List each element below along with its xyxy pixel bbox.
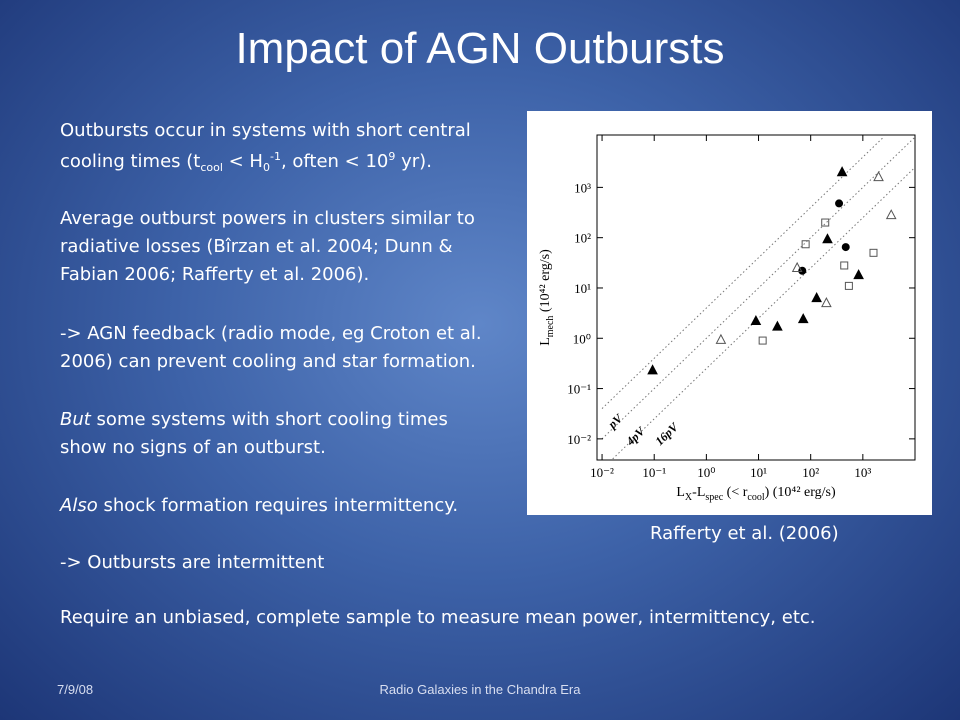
point <box>821 297 832 308</box>
point <box>811 291 822 303</box>
y-tick-label: 10¹ <box>574 281 591 296</box>
text-line: Average outburst powers in clusters simi… <box>60 208 475 229</box>
text-run: shock formation requires intermittency. <box>97 495 459 516</box>
x-tick-label: 10⁻¹ <box>642 465 666 480</box>
reference-label: pV <box>605 411 626 432</box>
text-line: show no signs of an outburst. <box>60 437 326 458</box>
label-part: L <box>676 485 685 500</box>
reference-label: 16pV <box>652 419 681 448</box>
text-run: cool <box>200 161 223 174</box>
label-sub: cool <box>747 492 764 503</box>
point <box>772 320 783 331</box>
point <box>853 269 864 280</box>
footer-date: 7/9/08 <box>57 682 94 697</box>
slide-title: Impact of AGN Outbursts <box>235 24 725 73</box>
x-tick-label: 10⁻² <box>590 465 614 480</box>
plot-frame <box>596 134 916 461</box>
y-tick-label: 10⁻² <box>567 432 591 447</box>
text-run: cooling times (t <box>60 151 201 172</box>
label-part: (< r <box>723 485 748 500</box>
x-tick-label: 10¹ <box>750 465 767 480</box>
text-run: < H <box>222 151 263 172</box>
text-run: , often < 10 <box>280 151 389 172</box>
text-line: Outbursts occur in systems with short ce… <box>60 120 471 141</box>
x-tick-label: 10² <box>802 465 819 480</box>
text-run: Also <box>60 495 98 516</box>
label-sub: spec <box>705 492 723 503</box>
point <box>715 333 727 344</box>
text-run: 9 <box>388 150 396 163</box>
point <box>841 243 850 252</box>
text-run: Outbursts occur in systems with short ce… <box>60 120 471 141</box>
text-line: Also shock formation requires intermitte… <box>60 495 458 516</box>
label-part: ) (10⁴² erg/s) <box>765 485 836 500</box>
y-tick-label: 10⁰ <box>573 331 591 346</box>
x-tick-label: 10³ <box>854 465 871 480</box>
text-run: yr). <box>395 151 432 172</box>
text-run: -> Outbursts are intermittent <box>60 552 325 573</box>
text-run: Average outburst powers in clusters simi… <box>60 208 475 229</box>
y-tick-label: 10⁻¹ <box>567 382 591 397</box>
point <box>647 364 658 375</box>
point <box>791 261 803 272</box>
point <box>758 336 767 345</box>
point <box>822 233 833 244</box>
x-axis-label: LX-Lspec (< rcool) (10⁴² erg/s) <box>676 485 836 503</box>
text-run: 2006) can prevent cooling and star forma… <box>60 351 476 372</box>
label-sub: X <box>685 492 693 503</box>
y-tick-label: 10³ <box>574 180 591 195</box>
text-run: show no signs of an outburst. <box>60 437 326 458</box>
point <box>801 240 810 249</box>
reference-label: 4pV <box>623 423 649 448</box>
point <box>869 248 878 257</box>
label-part: -L <box>692 485 705 500</box>
text-run: some systems with short cooling times <box>90 409 448 430</box>
y-axis-label: Lmech (10⁴² erg/s) <box>538 249 556 346</box>
label-sub: mech <box>545 316 556 338</box>
text-line: 2006) can prevent cooling and star forma… <box>60 351 476 372</box>
reference-line <box>601 136 915 440</box>
text-line: cooling times (tcool < H0-1, often < 109… <box>60 150 432 174</box>
point <box>844 281 853 290</box>
point <box>836 166 848 177</box>
text-run: -> AGN feedback (radio mode, eg Croton e… <box>60 323 482 344</box>
x-tick-label: 10⁰ <box>697 465 715 480</box>
footer-title: Radio Galaxies in the Chandra Era <box>379 682 581 697</box>
reference-line <box>601 136 884 409</box>
text-run: Fabian 2006; Rafferty et al. 2006). <box>60 264 370 285</box>
label-part: (10⁴² erg/s) <box>538 249 553 316</box>
text-run: But <box>60 409 91 430</box>
y-tick-label: 10² <box>574 231 591 246</box>
reference-line <box>612 167 915 460</box>
text-run: Require an unbiased, complete sample to … <box>60 607 816 628</box>
text-line: -> Outbursts are intermittent <box>60 552 324 573</box>
point <box>821 218 830 227</box>
text-line: radiative losses (Bîrzan et al. 2004; Du… <box>60 236 452 257</box>
figure: pV 4pV 16pV 10⁻² 10⁻¹ 10⁰ 10¹ 10² 10³ 10⁻² 10⁻¹ 10⁰… <box>527 111 932 515</box>
text-run: 0 <box>262 161 270 174</box>
point <box>885 209 897 220</box>
text-line: Require an unbiased, complete sample to … <box>60 607 816 628</box>
point <box>750 314 762 326</box>
point <box>873 171 884 182</box>
point <box>835 199 844 208</box>
figure-caption: Rafferty et al. (2006) <box>650 523 839 544</box>
text-line: -> AGN feedback (radio mode, eg Croton e… <box>60 323 482 344</box>
text-run: -1 <box>269 150 281 163</box>
label-part: L <box>538 337 553 346</box>
point <box>797 313 809 324</box>
text-line: But some systems with short cooling time… <box>60 409 448 430</box>
point <box>840 261 849 270</box>
text-line: Fabian 2006; Rafferty et al. 2006). <box>60 264 369 285</box>
text-run: radiative losses (Bîrzan et al. 2004; Du… <box>60 236 453 257</box>
